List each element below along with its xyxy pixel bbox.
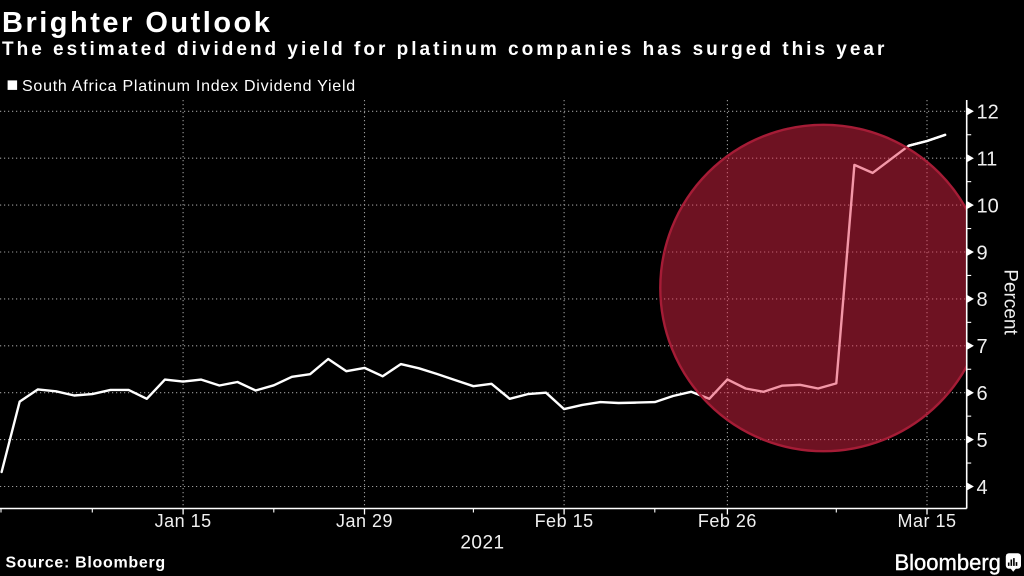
svg-text:6: 6: [977, 383, 988, 405]
svg-text:The estimated dividend yield f: The estimated dividend yield for platinu…: [2, 39, 887, 60]
svg-text:Mar 15: Mar 15: [897, 511, 956, 531]
svg-text:South Africa Platinum Index Di: South Africa Platinum Index Dividend Yie…: [22, 78, 356, 95]
svg-text:9: 9: [977, 242, 988, 264]
svg-text:Jan 15: Jan 15: [155, 511, 212, 531]
svg-text:Bloomberg: Bloomberg: [895, 550, 1001, 575]
svg-text:5: 5: [977, 430, 988, 452]
svg-text:10: 10: [977, 195, 999, 217]
svg-text:2021: 2021: [460, 532, 504, 553]
svg-text:12: 12: [977, 102, 999, 124]
svg-text:7: 7: [977, 336, 988, 358]
svg-text:8: 8: [977, 289, 988, 311]
svg-text:4: 4: [977, 477, 988, 499]
svg-text:Brighter Outlook: Brighter Outlook: [2, 7, 272, 39]
svg-text:11: 11: [977, 149, 998, 171]
svg-text:Percent: Percent: [1000, 269, 1021, 335]
svg-text:Jan 29: Jan 29: [336, 511, 393, 531]
svg-text:Feb 26: Feb 26: [698, 511, 757, 531]
svg-text:Source: Bloomberg: Source: Bloomberg: [6, 554, 166, 571]
svg-text:Feb 15: Feb 15: [535, 511, 594, 531]
